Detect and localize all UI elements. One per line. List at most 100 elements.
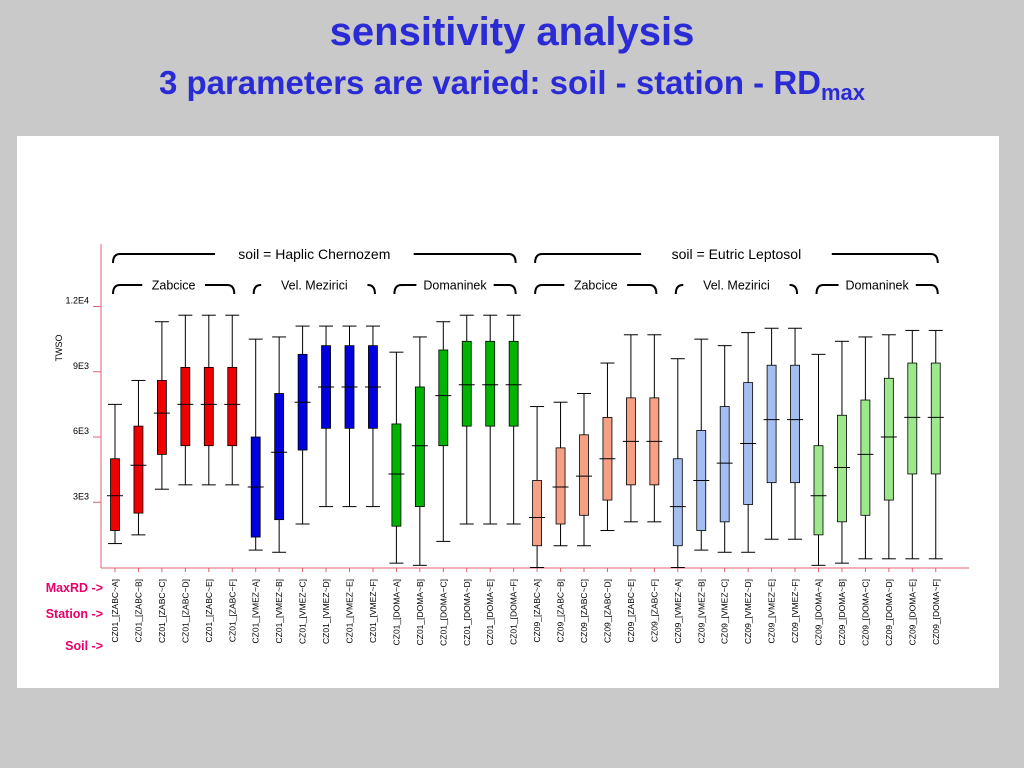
box-iqr [719, 406, 730, 523]
box-9 [294, 325, 311, 525]
station-bracket-4: Zabcice [534, 278, 658, 295]
box-24 [646, 334, 663, 523]
subtitle-subscript: max [821, 80, 866, 105]
box-4 [177, 314, 194, 486]
x-tick-label: CZ09_[ZABC~A] [532, 579, 542, 643]
boxplot-chart: 3E3 6E3 9E3 1.2E4 TWSO soil = Haplic Chernoz… [46, 244, 969, 653]
x-tick-label: CZ01_[VMEZ~E] [345, 579, 355, 643]
soil-bracket-2: soil = Eutric Leptosol [534, 246, 939, 264]
box-17 [482, 314, 499, 525]
station-bracket-6-label: Domaninek [846, 278, 910, 292]
box-1 [107, 403, 123, 545]
box-30 [787, 327, 804, 540]
chart-panel: 3E3 6E3 9E3 1.2E4 TWSO soil = Haplic Chernoz… [17, 136, 999, 688]
x-tick-label: CZ09_[ZABC~F] [649, 579, 659, 642]
x-tick-label: CZ09_[ZABC~D] [602, 579, 612, 643]
x-tick-label: CZ09_[ZABC~B] [556, 579, 566, 643]
box-13 [388, 351, 405, 564]
box-10 [318, 325, 335, 508]
box-iqr [391, 423, 402, 527]
x-tick-label: CZ09_[VMEZ~E] [767, 579, 777, 643]
box-iqr [766, 364, 777, 484]
box-36 [927, 329, 944, 560]
soil-bracket-1: soil = Haplic Chernozem [112, 246, 517, 264]
box-iqr [860, 399, 871, 516]
x-tick-labels: CZ01_[ZABC~A] CZ01_[ZABC~B] CZ01_[ZABC~C] C… [110, 579, 941, 646]
box-iqr [133, 425, 144, 514]
box-iqr [813, 445, 824, 536]
box-iqr [156, 380, 167, 455]
x-tick-label: CZ01_[DOMA~D] [462, 579, 472, 646]
station-bracket-5-line [674, 284, 799, 295]
station-bracket-1: Zabcice [112, 278, 236, 295]
box-iqr [508, 340, 519, 427]
box-33 [857, 336, 874, 560]
x-tick-label: CZ01_[ZABC~A] [110, 579, 120, 643]
box-iqr [461, 340, 472, 427]
box-5 [200, 314, 217, 486]
soil-bracket-2-label: soil = Eutric Leptosol [672, 246, 802, 262]
y-axis-label: TWSO [54, 335, 64, 362]
box-iqr [555, 447, 566, 525]
x-tick-label: CZ01_[DOMA~A] [391, 579, 401, 645]
station-bracket-4-line [534, 284, 658, 295]
station-bracket-3-line [393, 284, 517, 295]
box-iqr [203, 366, 214, 447]
box-2 [130, 379, 147, 536]
maxrd-row-label: MaxRD -> [46, 581, 103, 595]
box-iqr [837, 414, 847, 523]
station-bracket-4-label: Zabcice [574, 278, 618, 292]
x-tick-label: CZ01_[ZABC~B] [133, 579, 143, 643]
box-3 [153, 321, 170, 490]
x-tick-label: CZ09_[DOMA~D] [884, 579, 894, 646]
station-bracket-5: Vel. Mezirici [674, 278, 799, 295]
box-8 [271, 336, 288, 553]
y-tick-label: 6E3 [73, 426, 89, 436]
box-16 [458, 314, 475, 525]
box-35 [904, 329, 921, 560]
x-tick-label: CZ01_[VMEZ~F] [368, 579, 378, 643]
x-tick-label: CZ09_[DOMA~F] [931, 579, 941, 645]
subtitle-main: 3 parameters are varied: soil - station … [158, 64, 821, 101]
x-tick-label: CZ01_[DOMA~F] [509, 579, 519, 645]
box-iqr [790, 364, 800, 484]
box-15 [435, 321, 452, 542]
box-14 [411, 336, 428, 566]
y-tick-label: 9E3 [73, 361, 89, 371]
box-iqr [930, 362, 941, 475]
station-bracket-3: Domaninek [393, 278, 517, 295]
box-11 [341, 325, 358, 508]
plot-area [107, 314, 944, 568]
soil-bracket-1-label: soil = Haplic Chernozem [238, 246, 390, 262]
box-iqr [227, 366, 238, 447]
x-tick-label: CZ01_[DOMA~C] [438, 579, 448, 646]
box-7 [247, 338, 264, 551]
x-tick-label: CZ01_[DOMA~B] [415, 579, 425, 645]
box-iqr [883, 377, 894, 501]
station-bracket-2-label: Vel. Mezirici [281, 278, 348, 292]
box-iqr [579, 434, 589, 516]
box-34 [880, 334, 897, 560]
soil-bracket-2-line [534, 253, 939, 264]
station-bracket-6: Domaninek [815, 278, 939, 295]
box-iqr [180, 366, 191, 447]
box-iqr [672, 458, 683, 547]
box-22 [599, 362, 616, 532]
chart-axes: 3E3 6E3 9E3 1.2E4 TWSO [54, 244, 969, 572]
x-tick-label: CZ01_[DOMA~E] [485, 579, 495, 645]
box-21 [576, 393, 592, 547]
box-23 [622, 334, 639, 523]
station-bracket-2: Vel. Mezirici [252, 278, 376, 295]
x-tick-label: CZ09_[DOMA~A] [814, 579, 824, 645]
box-iqr [110, 458, 120, 531]
station-bracket-5-label: Vel. Mezirici [703, 278, 770, 292]
x-tick-label: CZ01_[ZABC~F] [227, 579, 237, 642]
x-tick-label: CZ01_[ZABC~D] [180, 579, 190, 643]
x-tick-label: CZ09_[VMEZ~D] [743, 579, 753, 644]
x-tick-label: CZ09_[DOMA~B] [837, 579, 847, 645]
box-32 [833, 340, 850, 564]
row-labels: MaxRD -> Station -> Soil -> [46, 581, 103, 653]
box-iqr [907, 362, 918, 475]
box-6 [224, 314, 241, 486]
x-tick-label: CZ09_[ZABC~C] [579, 579, 589, 643]
